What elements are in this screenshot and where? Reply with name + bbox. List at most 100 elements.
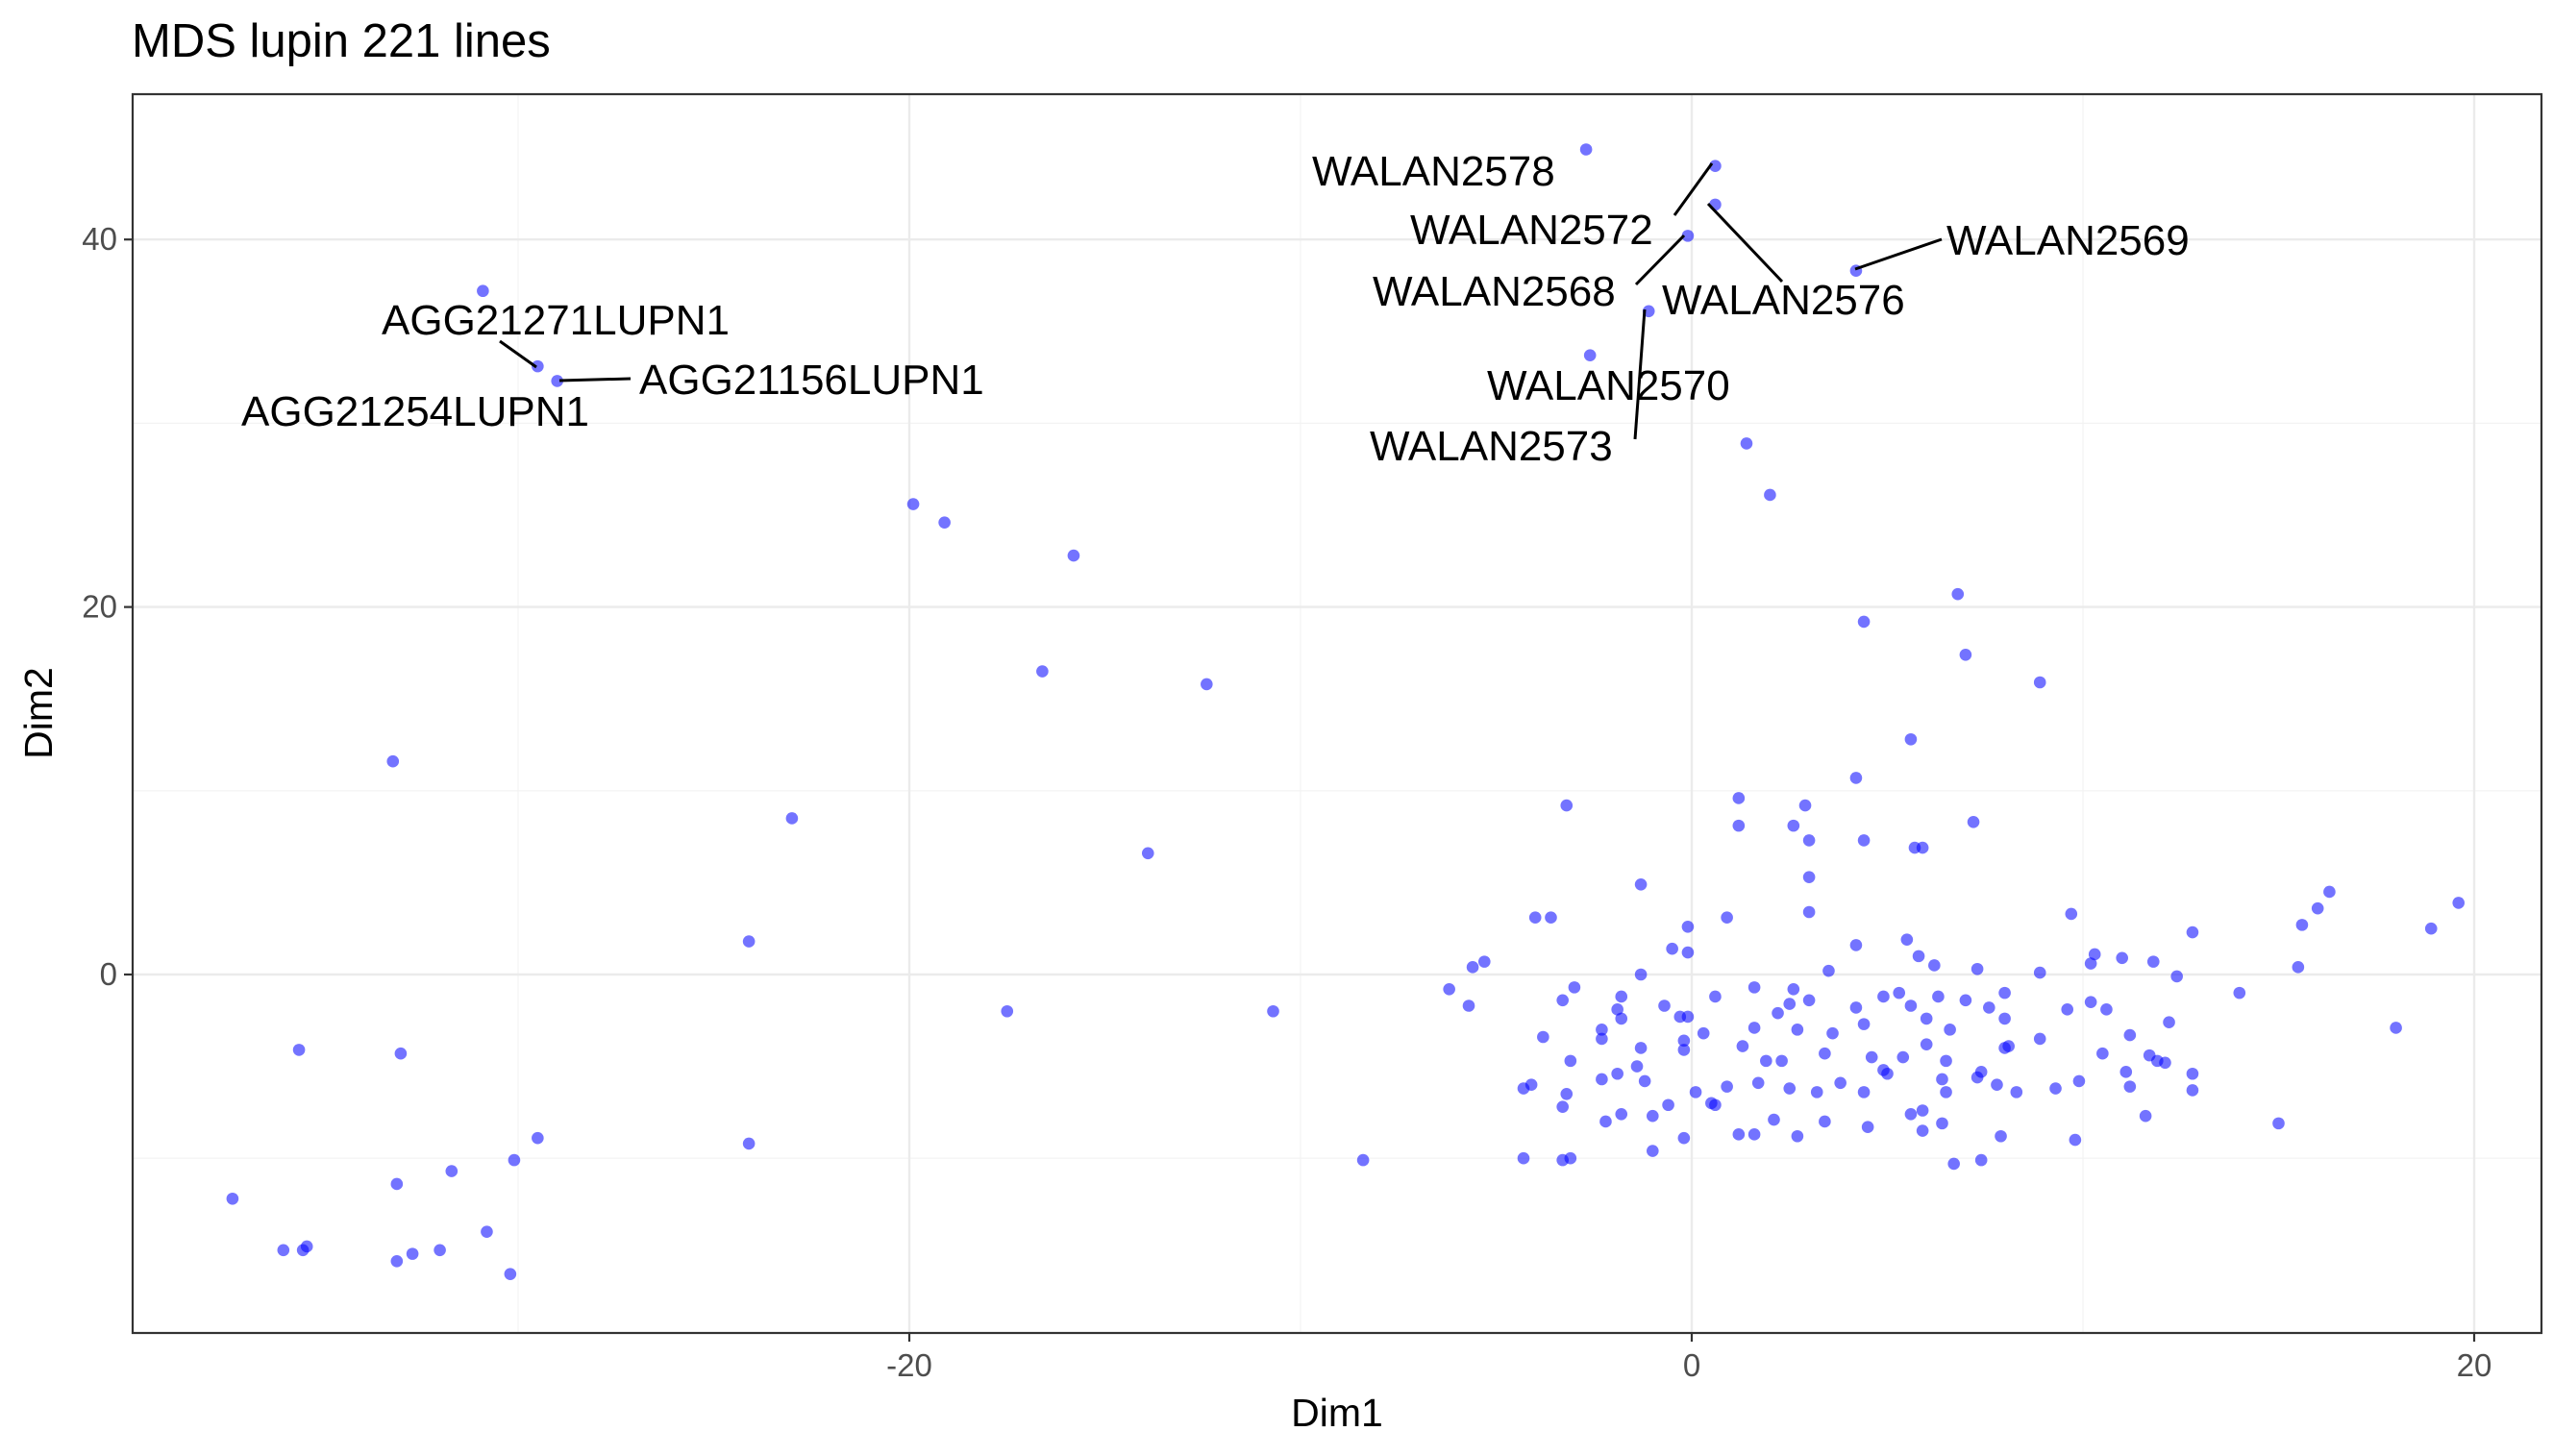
data-point	[2061, 1003, 2074, 1016]
data-point	[1857, 834, 1871, 847]
y-axis-title: Dim2	[16, 667, 61, 759]
data-point	[1772, 1006, 1784, 1020]
data-point	[1634, 968, 1648, 981]
point-label: AGG21156LUPN1	[639, 357, 984, 404]
data-point	[1959, 994, 1972, 1007]
data-point	[1556, 1100, 1569, 1113]
data-point	[1865, 1050, 1878, 1064]
data-point	[1638, 1074, 1651, 1088]
label-leader-line	[1706, 202, 1784, 284]
data-point	[1537, 1030, 1549, 1044]
data-point	[1936, 1117, 1948, 1130]
data-point	[1630, 1060, 1644, 1073]
data-point	[938, 516, 951, 529]
x-tick-label: 0	[1683, 1347, 1700, 1383]
data-point	[1967, 816, 1980, 828]
point-label: WALAN2578	[1312, 148, 1555, 195]
data-point	[1802, 905, 1816, 919]
data-point	[1356, 1153, 1370, 1167]
data-point	[1528, 911, 1542, 925]
data-point	[2065, 907, 2078, 921]
data-point	[2033, 1032, 2046, 1046]
data-point	[1596, 1032, 1608, 1046]
data-point	[2159, 1056, 2171, 1070]
data-point	[1983, 1001, 1995, 1014]
data-point	[2010, 1086, 2023, 1098]
data-point	[551, 375, 563, 387]
data-point	[1822, 964, 1835, 977]
data-point	[1802, 834, 1816, 847]
data-point	[1849, 772, 1863, 784]
data-point	[2096, 1047, 2109, 1060]
y-tick-label: 20	[82, 589, 117, 625]
data-point	[1477, 955, 1491, 968]
plot-panel-background	[133, 94, 2541, 1333]
data-point	[1849, 1001, 1863, 1014]
plot-panel-border	[131, 92, 2543, 1335]
data-point	[1783, 1082, 1797, 1095]
data-point	[2123, 1028, 2137, 1042]
data-point	[2139, 1109, 2152, 1123]
data-point	[1568, 981, 1581, 994]
data-point	[1615, 1108, 1628, 1121]
data-point	[1560, 1087, 1574, 1100]
data-point	[1819, 1047, 1831, 1060]
data-point	[1940, 1086, 1952, 1098]
data-point	[2424, 922, 2438, 935]
data-point	[532, 359, 544, 373]
data-point	[1647, 1145, 1659, 1157]
data-point	[2186, 1067, 2199, 1080]
data-point	[1634, 1042, 1648, 1054]
data-point	[434, 1244, 446, 1257]
point-label: WALAN2568	[1373, 268, 1616, 315]
data-point	[1001, 1004, 1014, 1018]
data-point	[1936, 1073, 1948, 1086]
data-point	[406, 1247, 419, 1260]
data-point	[1709, 160, 1722, 173]
y-tick-label: 0	[100, 956, 117, 992]
data-point	[2049, 1082, 2062, 1095]
data-point	[2072, 1074, 2086, 1088]
data-point	[386, 754, 400, 768]
grid-lines	[133, 94, 2541, 1333]
data-point	[508, 1153, 521, 1167]
data-point	[1611, 1067, 1624, 1080]
data-point	[1545, 911, 1557, 925]
y-tick-label: 40	[82, 221, 117, 257]
data-point	[277, 1244, 290, 1257]
data-point	[1658, 999, 1671, 1012]
point-labels: WALAN2578 WALAN2572 WALAN2568 WALAN2576 WALA…	[241, 148, 2190, 470]
label-leader-line	[499, 339, 537, 369]
data-point	[2084, 957, 2097, 970]
data-point	[2186, 925, 2199, 939]
point-label: WALAN2573	[1370, 423, 1613, 470]
data-point	[1896, 1050, 1910, 1064]
data-point	[1556, 994, 1569, 1007]
data-point	[2163, 1016, 2175, 1029]
data-point	[1611, 1003, 1624, 1016]
data-point	[1974, 1153, 1988, 1167]
data-point	[1681, 1010, 1695, 1024]
data-point	[2069, 1133, 2082, 1147]
data-point	[2311, 901, 2324, 915]
data-point	[1662, 1098, 1674, 1112]
point-label: WALAN2572	[1410, 207, 1653, 254]
data-point	[742, 1137, 756, 1150]
data-point	[1768, 1113, 1780, 1126]
data-point	[481, 1225, 493, 1238]
data-point	[1579, 143, 1593, 156]
data-point	[1849, 939, 1863, 951]
data-point	[1201, 678, 1213, 691]
data-point	[906, 498, 920, 510]
data-point	[1677, 1044, 1691, 1056]
data-point	[1920, 1038, 1933, 1050]
data-point	[1721, 1080, 1733, 1093]
label-leader-lines	[499, 162, 1943, 440]
data-point	[1787, 819, 1800, 832]
data-point	[1783, 998, 1797, 1010]
data-point	[1647, 1109, 1659, 1123]
data-point	[1747, 1128, 1761, 1141]
data-point	[1736, 1040, 1749, 1052]
data-point	[1681, 946, 1695, 959]
